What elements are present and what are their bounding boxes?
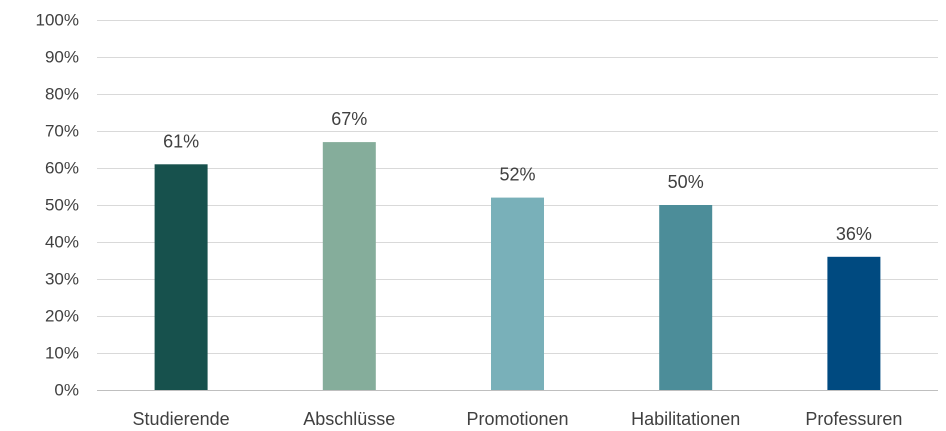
y-tick-label: 20%	[45, 307, 79, 326]
x-axis-category-labels: Studierende Abschlüsse Promotionen Habilita…	[133, 409, 903, 429]
x-category-label: Studierende	[133, 409, 230, 429]
y-tick-label: 60%	[45, 159, 79, 178]
y-axis-tick-labels: 0% 10% 20% 30% 40% 50% 60% 70% 80% 90% 100%	[36, 11, 79, 400]
x-category-label: Abschlüsse	[303, 409, 395, 429]
y-tick-label: 40%	[45, 233, 79, 252]
bars	[154, 142, 881, 390]
bar-studierende	[154, 164, 208, 390]
y-tick-label: 80%	[45, 85, 79, 104]
y-tick-label: 100%	[36, 11, 79, 30]
data-label: 36%	[836, 224, 872, 244]
data-label: 61%	[163, 131, 199, 151]
y-tick-label: 50%	[45, 196, 79, 215]
bar-promotionen	[491, 197, 544, 390]
data-label: 52%	[499, 165, 535, 185]
bar-abschlüsse	[322, 142, 376, 390]
bar-habilitationen	[659, 205, 713, 390]
y-tick-label: 0%	[54, 381, 79, 400]
data-label: 67%	[331, 109, 367, 129]
data-labels: 61% 67% 52% 50% 36%	[163, 109, 872, 244]
x-category-label: Promotionen	[466, 409, 568, 429]
y-tick-label: 30%	[45, 270, 79, 289]
y-tick-label: 10%	[45, 344, 79, 363]
data-label: 50%	[668, 172, 704, 192]
y-tick-label: 70%	[45, 122, 79, 141]
x-category-label: Professuren	[805, 409, 902, 429]
bar-professuren	[827, 256, 881, 390]
x-category-label: Habilitationen	[631, 409, 740, 429]
y-tick-label: 90%	[45, 48, 79, 67]
